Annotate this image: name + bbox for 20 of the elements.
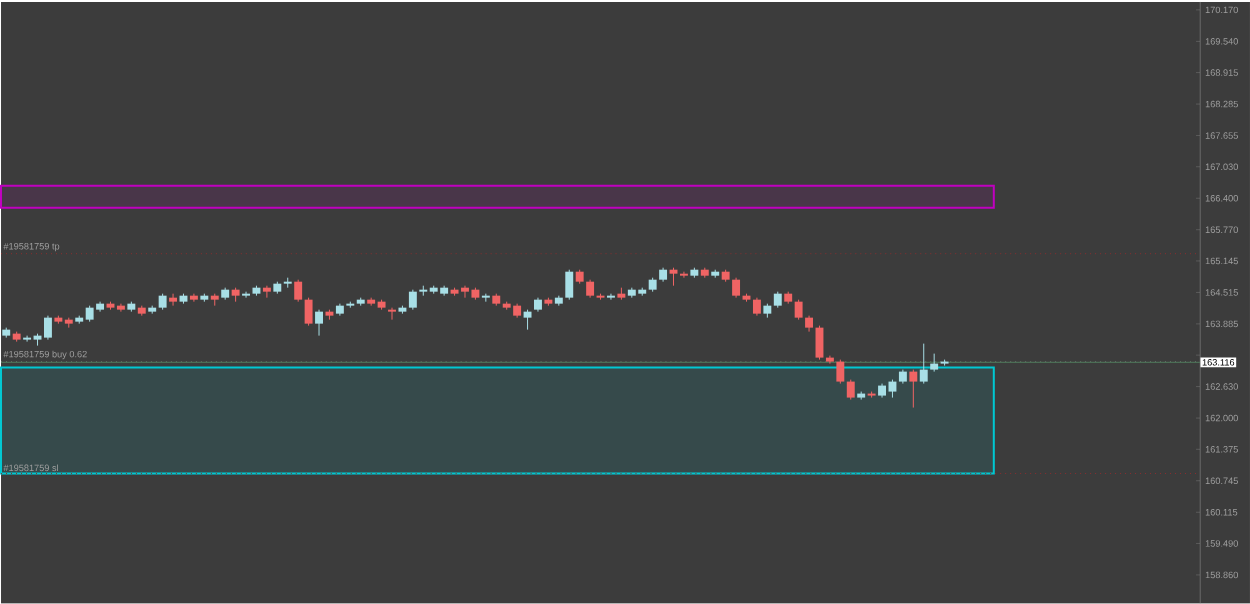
candlestick	[189, 293, 198, 303]
candlestick	[523, 309, 532, 331]
candlestick	[242, 291, 250, 299]
candlestick	[919, 343, 928, 385]
candlestick	[408, 289, 417, 311]
candlestick	[909, 369, 918, 409]
candlestick	[846, 379, 855, 401]
candlestick	[679, 271, 688, 279]
candlestick	[825, 355, 834, 365]
candlestick	[262, 285, 271, 299]
candlestick	[315, 309, 323, 337]
candlestick	[732, 277, 741, 299]
candlestick	[565, 269, 574, 301]
candlestick	[607, 293, 615, 301]
candlestick	[294, 279, 303, 303]
candlestick	[304, 297, 313, 327]
candlestick	[169, 293, 178, 307]
candlestick	[794, 299, 803, 321]
candlestick	[388, 307, 396, 321]
candlestick	[836, 359, 845, 385]
